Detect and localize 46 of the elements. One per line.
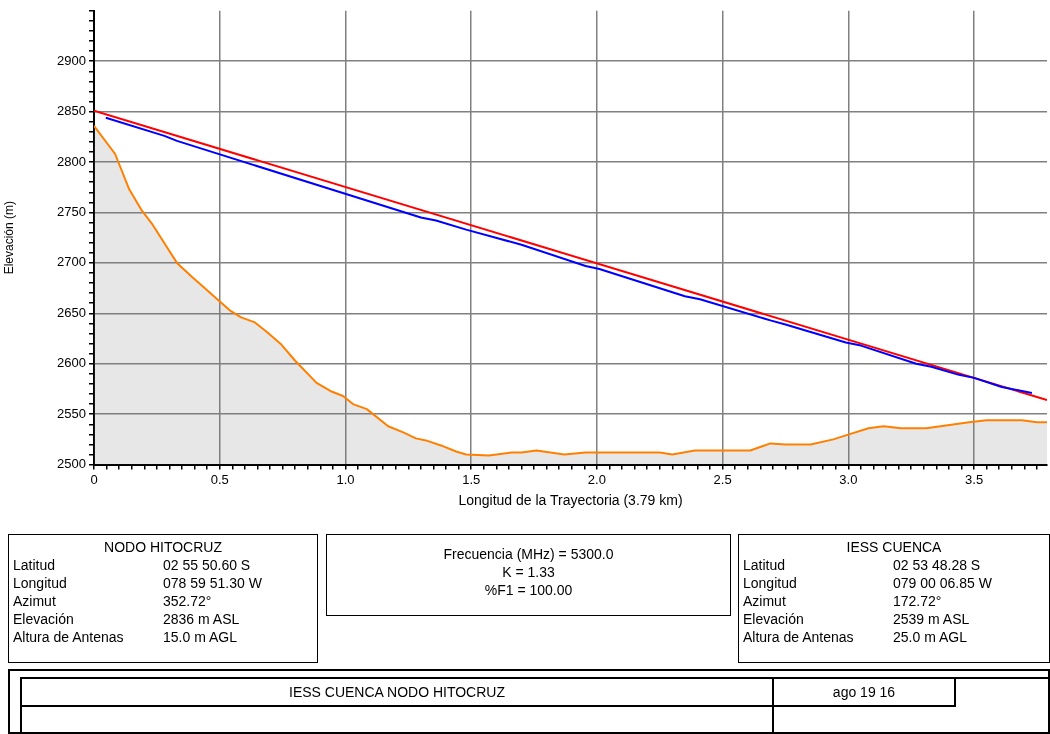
- text: Azimut: [743, 592, 787, 610]
- text: Azimut: [13, 592, 57, 610]
- y-tick-label: 2550: [57, 405, 86, 421]
- y-axis-title: Elevación (m): [1, 201, 16, 275]
- x-tick-label: 3.5: [965, 471, 984, 487]
- text: %F1 = 100.00: [483, 581, 574, 599]
- y-tick-label: 2800: [57, 153, 86, 169]
- y-tick-label: 2750: [57, 204, 86, 220]
- x-axis-title: Longitud de la Trayectoria (3.79 km): [458, 492, 683, 509]
- x-tick-label: 0: [90, 471, 98, 487]
- text: 02 53 48.28 S: [893, 556, 981, 574]
- text: NODO HITOCRUZ: [103, 538, 223, 556]
- text: 25.0 m AGL: [893, 628, 967, 646]
- text: 079 00 06.85 W: [893, 574, 992, 592]
- y-tick-label: 2650: [57, 304, 86, 320]
- x-tick-label: 0.5: [210, 471, 229, 487]
- x-tick-label: 2.5: [713, 471, 732, 487]
- x-tick-label: 2.0: [587, 471, 606, 487]
- text: IESS CUENCA: [845, 538, 943, 556]
- text: Longitud: [13, 574, 68, 592]
- text: 078 59 51.30 W: [163, 574, 262, 592]
- x-tick-label: 1.5: [462, 471, 481, 487]
- x-tick-label: 3.0: [839, 471, 858, 487]
- text: Elevación: [743, 610, 805, 628]
- x-tick-label: 1.0: [336, 471, 355, 487]
- text: 2836 m ASL: [163, 610, 240, 628]
- text: Altura de Antenas: [743, 628, 855, 646]
- text: 02 55 50.60 S: [163, 556, 251, 574]
- text: K = 1.33: [501, 563, 556, 581]
- text: Latitud: [743, 556, 787, 574]
- text: IESS CUENCA NODO HITOCRUZ: [22, 679, 774, 707]
- y-tick-label: 2700: [57, 254, 86, 270]
- text: Latitud: [13, 556, 57, 574]
- y-tick-label: 2600: [57, 355, 86, 371]
- text: 15.0 m AGL: [163, 628, 237, 646]
- text: Elevación: [13, 610, 75, 628]
- text: 352.72°: [163, 592, 212, 610]
- text: Frecuencia (MHz) = 5300.0: [442, 545, 615, 563]
- text: 172.72°: [893, 592, 942, 610]
- text: 2539 m ASL: [893, 610, 970, 628]
- y-tick-label: 2500: [57, 456, 86, 472]
- text: Altura de Antenas: [13, 628, 125, 646]
- y-tick-label: 2900: [57, 52, 86, 68]
- text: ago 19 16: [774, 679, 956, 707]
- y-tick-label: 2850: [57, 103, 86, 119]
- text: Longitud: [743, 574, 798, 592]
